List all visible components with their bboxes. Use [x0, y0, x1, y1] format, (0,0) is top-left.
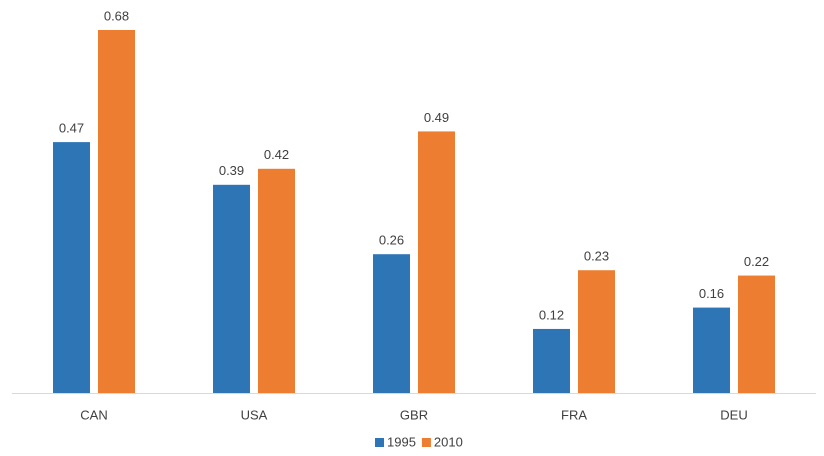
legend-label: 2010: [434, 434, 463, 449]
data-label: 0.22: [744, 254, 769, 269]
x-tick-label: CAN: [80, 407, 107, 422]
bar: [373, 254, 410, 393]
bar: [53, 142, 90, 393]
data-label: 0.49: [424, 110, 449, 125]
data-label: 0.42: [264, 147, 289, 162]
legend-label: 1995: [387, 434, 416, 449]
legend-swatch: [421, 438, 431, 447]
data-label: 0.23: [584, 249, 609, 264]
data-label: 0.16: [699, 286, 724, 301]
x-tick-label: GBR: [400, 407, 428, 422]
bar: [98, 30, 135, 393]
bar: [578, 270, 615, 393]
bar: [258, 168, 295, 393]
bar: [738, 275, 775, 393]
x-tick-label: DEU: [720, 407, 747, 422]
bar: [693, 307, 730, 393]
data-label: 0.68: [104, 8, 129, 23]
legend-swatch: [375, 438, 384, 447]
bar: [213, 184, 250, 393]
data-label: 0.39: [219, 163, 244, 178]
data-label: 0.26: [379, 233, 404, 248]
bar: [418, 131, 455, 394]
bar: [533, 328, 570, 393]
data-label: 0.47: [59, 121, 84, 136]
x-tick-label: FRA: [561, 407, 587, 422]
x-tick-label: USA: [241, 407, 268, 422]
data-label: 0.12: [539, 307, 564, 322]
